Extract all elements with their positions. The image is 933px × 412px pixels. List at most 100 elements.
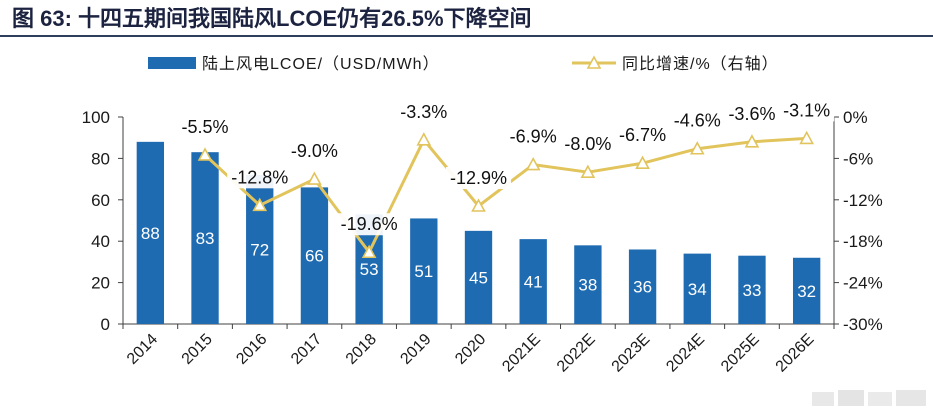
line-marker-2025E: [744, 134, 760, 148]
growth-label-background: [286, 140, 342, 163]
x-category-label-2019: 2019: [397, 331, 434, 368]
growth-label-background: [615, 124, 671, 147]
y-left-tick-label: 80: [91, 149, 110, 168]
y-right-tick-label: 0%: [843, 108, 868, 127]
bar-series-lcoe: [136, 141, 821, 324]
y-left-tick-label: 40: [91, 232, 110, 251]
growth-label-background: [227, 166, 293, 189]
bar-2014: [136, 141, 165, 324]
growth-label-2026E: -3.1%: [783, 100, 830, 120]
bar-value-label-2015: 83: [196, 229, 215, 248]
x-category-label-2016: 2016: [233, 331, 270, 368]
x-category-label-2023E: 2023E: [609, 331, 654, 376]
growth-label-2018: -19.6%: [341, 214, 398, 234]
x-category-label-2025E: 2025E: [718, 331, 763, 376]
growth-label-2015: -5.5%: [182, 117, 229, 137]
x-category-label-2018: 2018: [343, 331, 380, 368]
legend-swatch-bar: [148, 57, 196, 69]
line-marker-2019: [416, 132, 432, 146]
bar-value-label-2023E: 36: [633, 278, 652, 297]
growth-label-2021E: -6.9%: [510, 127, 557, 147]
growth-label-2017: -9.0%: [291, 141, 338, 161]
bar-2025E: [738, 255, 766, 324]
bar-value-label-2026E: 32: [797, 282, 816, 301]
line-marker-2022E: [580, 164, 596, 178]
y-right-tick-label: -6%: [843, 149, 873, 168]
growth-label-2024E: -4.6%: [674, 111, 721, 131]
line-marker-2017: [307, 171, 322, 185]
bar-value-label-2016: 72: [250, 240, 269, 259]
y-right-tick-label: -18%: [843, 232, 883, 251]
y-right-tick-label: -12%: [843, 191, 883, 210]
watermark-block: [838, 390, 864, 406]
growth-label-2022E: -8.0%: [564, 134, 611, 154]
legend: 陆上风电LCOE/（USD/MWh） 同比增速/%（右轴）: [148, 55, 779, 73]
bar-value-label-2025E: 33: [743, 281, 762, 300]
line-marker-2018: [361, 244, 377, 259]
y-left-tick-label: 100: [82, 108, 110, 127]
growth-label-2025E: -3.6%: [728, 104, 775, 124]
growth-label-2023E: -6.7%: [619, 125, 666, 145]
bar-value-label-2017: 66: [305, 247, 324, 266]
bar-value-label-2024E: 34: [688, 280, 707, 299]
line-marker-2026E: [799, 130, 815, 145]
bar-value-label-2019: 51: [414, 262, 433, 281]
legend-label-line: 同比增速/%（右轴）: [622, 55, 779, 73]
bar-2019: [410, 218, 438, 324]
watermark-block: [868, 392, 892, 406]
x-category-label-2022E: 2022E: [554, 331, 599, 376]
line-marker-2016: [252, 197, 268, 212]
growth-label-background: [336, 213, 402, 236]
y-right-tick-label: -30%: [843, 315, 883, 334]
bar-2017: [300, 187, 329, 324]
bar-2024E: [683, 253, 711, 324]
growth-label-2019: -3.3%: [400, 102, 447, 122]
x-category-label-2021E: 2021E: [499, 331, 544, 376]
line-marker-2021E: [525, 156, 541, 171]
line-marker-2024E: [689, 141, 705, 155]
y-left-tick-label: 20: [91, 274, 110, 293]
legend-marker-triangle-icon: [586, 55, 602, 69]
growth-label-background: [445, 167, 512, 190]
x-category-label-2024E: 2024E: [663, 331, 708, 376]
line-marker-2020: [471, 198, 486, 212]
line-marker-2015: [197, 147, 213, 161]
line-marker-2023E: [635, 155, 650, 170]
bar-2015: [191, 152, 219, 324]
y-left-tick-label: 60: [91, 191, 110, 210]
bar-value-label-2021E: 41: [524, 273, 543, 292]
growth-label-background: [505, 125, 561, 148]
legend-label-bar: 陆上风电LCOE/（USD/MWh）: [202, 55, 440, 73]
growth-label-background: [177, 115, 233, 138]
bar-value-label-2014: 88: [141, 224, 160, 243]
y-right-tick-label: -24%: [843, 274, 883, 293]
growth-label-background: [560, 133, 616, 156]
bar-value-label-2022E: 38: [578, 276, 597, 295]
growth-label-background: [724, 102, 780, 125]
bar-2020: [464, 230, 493, 324]
chart-title: 图 63: 十四五期间我国陆风LCOE仍有26.5%下降空间: [12, 6, 532, 31]
growth-label-background: [669, 109, 725, 132]
bar-2023E: [628, 249, 657, 324]
bar-value-label-2020: 45: [469, 268, 488, 287]
bar-2021E: [519, 239, 547, 324]
bar-value-label-2018: 53: [360, 260, 379, 279]
watermark-block: [896, 390, 926, 406]
growth-label-background: [779, 99, 835, 122]
growth-label-background: [396, 100, 452, 123]
growth-label-2016: -12.8%: [231, 167, 288, 187]
bar-2026E: [792, 257, 821, 324]
watermark-block: [812, 392, 834, 406]
x-category-label-2026E: 2026E: [773, 331, 818, 376]
x-category-label-2017: 2017: [288, 331, 325, 368]
y-left-tick-label: 0: [101, 315, 110, 334]
bar-value-labels: 88 83 72 66 53 51 45 41 38 36 34 33 32: [141, 224, 816, 301]
watermark-blur: [812, 390, 926, 406]
x-category-label-2015: 2015: [179, 331, 216, 368]
bar-2022E: [574, 245, 602, 324]
growth-label-2020: -12.9%: [450, 168, 507, 188]
growth-data-labels: -5.5% -12.8%-9.0% -19.6% -3.3% -12.9% -6.9% -8…: [177, 99, 835, 236]
x-category-label-2020: 2020: [452, 331, 489, 368]
x-category-label-2014: 2014: [124, 331, 161, 368]
